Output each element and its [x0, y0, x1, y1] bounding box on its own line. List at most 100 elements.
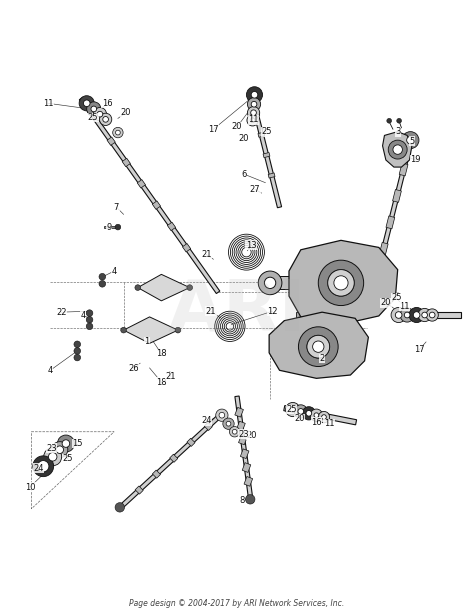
Polygon shape	[237, 421, 245, 431]
Polygon shape	[137, 180, 146, 188]
Circle shape	[251, 110, 256, 116]
Text: 4: 4	[111, 267, 117, 276]
Text: 4: 4	[81, 311, 86, 321]
Text: 8: 8	[239, 496, 245, 504]
Polygon shape	[238, 435, 247, 445]
Text: 23: 23	[239, 430, 249, 439]
Circle shape	[264, 277, 276, 289]
Text: 25: 25	[63, 454, 73, 463]
Polygon shape	[138, 275, 190, 301]
Circle shape	[175, 327, 181, 333]
Circle shape	[86, 310, 93, 316]
Text: 20: 20	[239, 134, 249, 143]
Circle shape	[83, 100, 90, 107]
Circle shape	[388, 140, 407, 159]
Text: 6: 6	[241, 170, 247, 178]
Text: 21: 21	[201, 250, 211, 259]
Circle shape	[246, 86, 263, 103]
Circle shape	[314, 413, 319, 417]
Circle shape	[290, 406, 296, 413]
Circle shape	[422, 312, 428, 318]
Polygon shape	[135, 486, 143, 494]
Polygon shape	[124, 317, 178, 343]
Polygon shape	[152, 470, 161, 478]
Circle shape	[37, 460, 49, 472]
Circle shape	[216, 409, 228, 421]
Text: 20: 20	[381, 298, 391, 307]
Polygon shape	[392, 189, 401, 202]
Circle shape	[116, 130, 120, 135]
Polygon shape	[383, 132, 412, 167]
Text: 22: 22	[56, 308, 66, 317]
Text: 20: 20	[232, 123, 242, 131]
Polygon shape	[258, 132, 265, 137]
Circle shape	[247, 107, 260, 119]
Circle shape	[135, 285, 141, 291]
Circle shape	[310, 409, 322, 421]
Polygon shape	[122, 158, 130, 167]
Circle shape	[306, 411, 312, 416]
Circle shape	[395, 311, 402, 318]
Circle shape	[232, 429, 237, 434]
Text: 25: 25	[392, 294, 402, 302]
Polygon shape	[79, 97, 220, 294]
Circle shape	[223, 418, 234, 429]
Circle shape	[328, 270, 354, 296]
Text: 12: 12	[267, 306, 278, 316]
Text: 17: 17	[208, 125, 219, 134]
Polygon shape	[235, 408, 244, 417]
Polygon shape	[152, 201, 161, 210]
Polygon shape	[268, 173, 275, 178]
Circle shape	[229, 427, 240, 437]
Circle shape	[258, 271, 282, 295]
Circle shape	[247, 115, 258, 126]
Polygon shape	[118, 414, 222, 511]
Circle shape	[307, 335, 329, 358]
Circle shape	[219, 413, 225, 418]
Text: 13: 13	[246, 240, 256, 249]
Circle shape	[400, 308, 414, 322]
Circle shape	[413, 311, 420, 318]
Text: 9: 9	[107, 223, 112, 232]
Polygon shape	[393, 312, 462, 318]
Circle shape	[74, 341, 81, 348]
Text: 21: 21	[165, 372, 176, 381]
Circle shape	[313, 341, 324, 352]
Circle shape	[33, 456, 54, 477]
Circle shape	[328, 270, 354, 296]
Circle shape	[321, 415, 326, 419]
Circle shape	[318, 411, 329, 423]
Text: 2: 2	[319, 354, 325, 363]
Polygon shape	[249, 93, 282, 208]
Circle shape	[387, 118, 392, 123]
Polygon shape	[107, 137, 115, 145]
Circle shape	[113, 128, 123, 138]
Polygon shape	[270, 276, 289, 289]
Text: 27: 27	[250, 185, 260, 194]
Circle shape	[74, 354, 81, 361]
Circle shape	[226, 421, 231, 426]
Text: 25: 25	[261, 127, 272, 136]
Text: 18: 18	[156, 349, 167, 358]
Polygon shape	[296, 312, 310, 321]
Polygon shape	[235, 396, 253, 503]
Circle shape	[404, 312, 410, 318]
Circle shape	[246, 495, 255, 504]
Circle shape	[299, 327, 338, 367]
Text: 7: 7	[114, 203, 119, 211]
Text: 1: 1	[145, 337, 150, 346]
Text: 11: 11	[248, 115, 259, 124]
Circle shape	[250, 118, 255, 123]
Text: Page design © 2004-2017 by ARI Network Services, Inc.: Page design © 2004-2017 by ARI Network S…	[129, 599, 345, 608]
Circle shape	[57, 435, 74, 452]
Text: 23: 23	[46, 444, 57, 453]
Circle shape	[397, 118, 401, 123]
Text: 24: 24	[33, 463, 44, 473]
Circle shape	[62, 440, 70, 447]
Circle shape	[302, 406, 316, 420]
Polygon shape	[104, 226, 118, 228]
Circle shape	[247, 97, 261, 111]
Circle shape	[56, 446, 64, 454]
Text: 16: 16	[311, 418, 322, 427]
Circle shape	[44, 448, 62, 466]
